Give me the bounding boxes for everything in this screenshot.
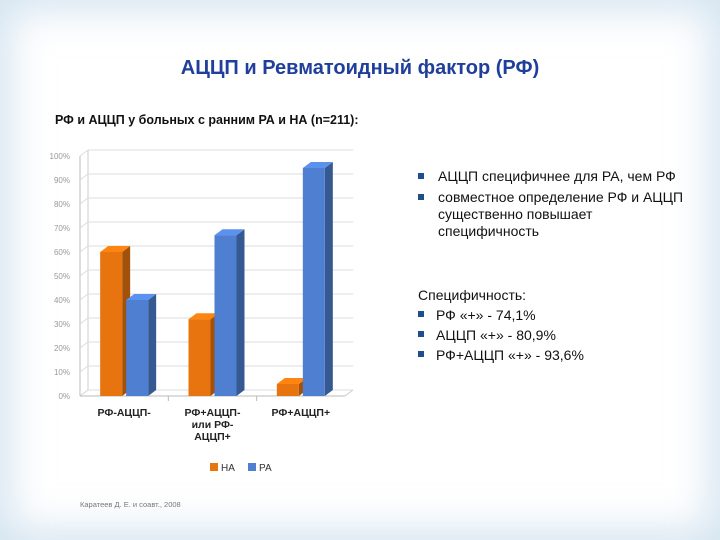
specificity-heading: Специфичность:	[418, 287, 527, 303]
specificity-item: РФ «+» - 74,1%	[418, 305, 698, 325]
bullet-square-icon	[418, 194, 424, 200]
y-tick-label: 80%	[54, 200, 70, 209]
bullet-square-icon	[418, 311, 424, 317]
legend-label: РА	[259, 463, 272, 474]
x-category-label: РФ+АЦЦП+	[272, 407, 331, 419]
specificity-text: РФ+АЦЦП «+» - 93,6%	[436, 347, 584, 363]
x-category-label: АЦЦП+	[194, 431, 231, 443]
gridline-depth	[79, 221, 89, 229]
y-tick-label: 40%	[54, 296, 70, 305]
gridline-depth	[79, 341, 89, 349]
y-tick-label: 100%	[50, 152, 70, 161]
specificity-text: РФ «+» - 74,1%	[436, 307, 536, 323]
x-category-label: РФ+АЦЦП-	[185, 407, 241, 419]
gridline-depth	[79, 173, 89, 181]
gridline-depth	[79, 269, 89, 277]
legend-label: НА	[221, 463, 235, 474]
slide-subtitle: РФ и АЦЦП у больных с ранним РА и НА (n=…	[55, 113, 359, 127]
specificity-text: АЦЦП «+» - 80,9%	[436, 327, 556, 343]
bar-top	[302, 162, 333, 168]
citation-footnote: Каратеев Д. Е. и соавт., 2008	[80, 500, 181, 509]
y-tick-label: 10%	[54, 368, 70, 377]
y-tick-label: 30%	[54, 320, 70, 329]
legend-swatch	[248, 463, 256, 471]
y-tick-label: 0%	[58, 392, 70, 401]
gridline-depth	[79, 389, 89, 397]
gridline-depth	[79, 365, 89, 373]
y-tick-label: 70%	[54, 224, 70, 233]
bar	[214, 235, 237, 396]
y-tick-label: 50%	[54, 272, 70, 281]
bar-top	[100, 246, 131, 252]
gridline-depth	[79, 317, 89, 325]
bullet-text: АЦЦП специфичнее для РА, чем РФ	[438, 168, 676, 184]
y-tick-label: 20%	[54, 344, 70, 353]
bar-top	[188, 313, 219, 320]
gridline-depth	[79, 293, 89, 301]
bullet-list: АЦЦП специфичнее для РА, чем РФ совместн…	[418, 168, 688, 244]
bullet-item: АЦЦП специфичнее для РА, чем РФ	[418, 168, 688, 185]
bullet-item: совместное определение РФ и АЦЦП существ…	[418, 189, 688, 240]
specificity-item: РФ+АЦЦП «+» - 93,6%	[418, 345, 698, 365]
bullet-square-icon	[418, 331, 424, 337]
bar-side	[236, 229, 245, 396]
y-tick-label: 60%	[54, 248, 70, 257]
bullet-text: совместное определение РФ и АЦЦП существ…	[438, 189, 684, 239]
bar	[100, 252, 123, 396]
specificity-item: АЦЦП «+» - 80,9%	[418, 325, 698, 345]
bar-top	[126, 294, 157, 300]
bar-side	[148, 294, 157, 396]
x-axis-depth-line	[344, 389, 354, 397]
slide-title: АЦЦП и Ревматоидный фактор (РФ)	[180, 57, 540, 79]
bar-top	[276, 378, 307, 384]
bar	[126, 300, 149, 396]
gridline-depth	[79, 149, 89, 157]
x-category-label: или РФ-	[192, 419, 234, 431]
gridline-depth	[79, 197, 89, 205]
bar	[302, 168, 325, 396]
bullet-square-icon	[418, 351, 424, 357]
y-tick-label: 90%	[54, 176, 70, 185]
bullet-square-icon	[418, 173, 424, 179]
bar-side	[324, 162, 333, 396]
bar-top	[214, 229, 245, 236]
legend-swatch	[210, 463, 218, 471]
x-category-label: РФ-АЦЦП-	[98, 407, 152, 419]
gridline-depth	[79, 245, 89, 253]
bar	[188, 319, 211, 396]
specificity-block: Специфичность: РФ «+» - 74,1% АЦЦП «+» -…	[418, 285, 698, 365]
bar	[276, 384, 299, 396]
